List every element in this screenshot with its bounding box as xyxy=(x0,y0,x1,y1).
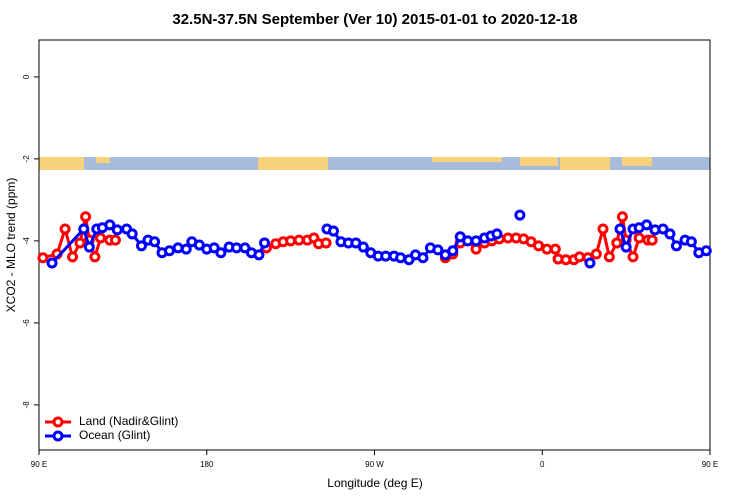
data-point xyxy=(136,240,148,252)
y-axis-label: XCO2 - MLO trend (ppm) xyxy=(4,178,18,313)
data-point xyxy=(584,257,596,269)
data-point xyxy=(215,247,227,259)
land-mask-band xyxy=(39,157,710,170)
data-point xyxy=(380,250,392,262)
data-point xyxy=(89,251,101,263)
data-point xyxy=(285,235,297,247)
legend: Land (Nadir&Glint)Ocean (Glint) xyxy=(45,414,178,442)
data-point xyxy=(633,232,645,244)
data-point xyxy=(126,228,138,240)
data-point xyxy=(646,234,658,246)
data-point xyxy=(95,232,107,244)
data-point xyxy=(462,235,474,247)
data-point xyxy=(59,223,71,235)
data-point xyxy=(74,237,86,249)
data-point xyxy=(470,235,482,247)
x-axis-label: Longitude (deg E) xyxy=(327,476,422,490)
data-point xyxy=(259,237,271,249)
x-tick-label: 180 xyxy=(200,460,214,469)
data-point xyxy=(46,257,58,269)
data-point xyxy=(395,252,407,264)
data-point xyxy=(80,211,92,223)
data-point xyxy=(620,241,632,253)
data-point xyxy=(111,224,123,236)
data-point xyxy=(208,242,220,254)
data-point xyxy=(83,241,95,253)
data-point xyxy=(614,223,626,235)
data-point xyxy=(541,243,553,255)
legend-marker xyxy=(52,416,64,428)
data-point xyxy=(700,245,712,257)
data-point xyxy=(491,228,503,240)
data-point xyxy=(611,237,623,249)
data-point xyxy=(616,211,628,223)
data-point xyxy=(327,225,339,237)
data-point xyxy=(180,243,192,255)
y-tick-label: 0 xyxy=(22,74,31,79)
data-point xyxy=(293,234,305,246)
y-tick-label: -2 xyxy=(22,155,31,163)
data-point xyxy=(657,223,669,235)
x-tick-label: 90 E xyxy=(702,460,718,469)
data-point xyxy=(549,243,561,255)
data-point xyxy=(627,251,639,263)
data-point xyxy=(533,240,545,252)
data-point xyxy=(574,251,586,263)
data-point xyxy=(78,223,90,235)
y-tick-label: -8 xyxy=(22,401,31,409)
data-point xyxy=(357,241,369,253)
data-point xyxy=(417,252,429,264)
x-tick-label: 0 xyxy=(540,460,545,469)
legend-label: Ocean (Glint) xyxy=(79,428,150,442)
legend-label: Land (Nadir&Glint) xyxy=(79,414,178,428)
y-tick-label: -6 xyxy=(22,319,31,327)
data-point xyxy=(447,245,459,257)
data-point xyxy=(670,240,682,252)
data-point xyxy=(253,249,265,261)
data-point xyxy=(685,236,697,248)
data-point xyxy=(432,244,444,256)
data-point xyxy=(603,251,615,263)
data-point xyxy=(641,219,653,231)
data-point xyxy=(320,237,332,249)
data-point xyxy=(163,245,175,257)
data-point xyxy=(590,248,602,260)
data-point xyxy=(67,251,79,263)
data-point xyxy=(231,242,243,254)
data-point xyxy=(37,252,49,264)
data-point xyxy=(664,228,676,240)
chart-title: 32.5N-37.5N September (Ver 10) 2015-01-0… xyxy=(172,11,577,28)
x-tick-label: 90 E xyxy=(31,460,47,469)
legend-marker xyxy=(52,430,64,442)
data-point xyxy=(109,234,121,246)
data-point xyxy=(149,236,161,248)
data-point xyxy=(514,209,526,221)
data-point xyxy=(104,219,116,231)
data-point xyxy=(172,242,184,254)
x-tick-label: 90 W xyxy=(365,460,384,469)
data-point xyxy=(597,223,609,235)
y-tick-label: -4 xyxy=(22,237,31,245)
